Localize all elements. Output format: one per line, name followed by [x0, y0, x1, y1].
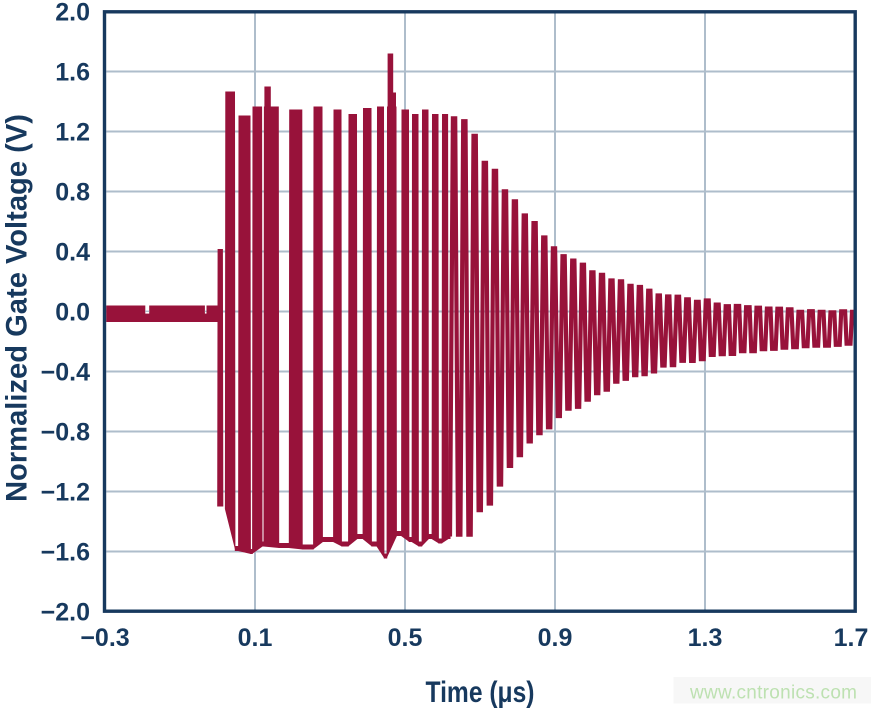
svg-text:1.3: 1.3: [688, 624, 723, 652]
svg-text:www.cntronics.com: www.cntronics.com: [689, 683, 857, 704]
svg-text:0.8: 0.8: [55, 179, 90, 207]
svg-text:0.5: 0.5: [388, 624, 423, 652]
svg-text:−1.6: −1.6: [41, 539, 90, 567]
svg-text:−0.3: −0.3: [80, 624, 129, 652]
svg-text:Normalized Gate Voltage (V): Normalized Gate Voltage (V): [1, 114, 34, 502]
svg-text:1.6: 1.6: [55, 59, 90, 87]
svg-text:1.7: 1.7: [834, 624, 869, 652]
svg-text:0.1: 0.1: [238, 624, 273, 652]
svg-text:1.2: 1.2: [55, 119, 90, 147]
svg-text:0.0: 0.0: [55, 299, 90, 327]
svg-text:−0.8: −0.8: [41, 419, 90, 447]
svg-text:Time (μs): Time (μs): [426, 676, 535, 708]
svg-text:−0.4: −0.4: [41, 359, 90, 387]
svg-text:−2.0: −2.0: [41, 599, 90, 627]
svg-text:0.4: 0.4: [55, 239, 90, 267]
svg-text:−1.2: −1.2: [41, 479, 90, 507]
svg-text:2.0: 2.0: [55, 0, 90, 27]
svg-text:0.9: 0.9: [538, 624, 573, 652]
